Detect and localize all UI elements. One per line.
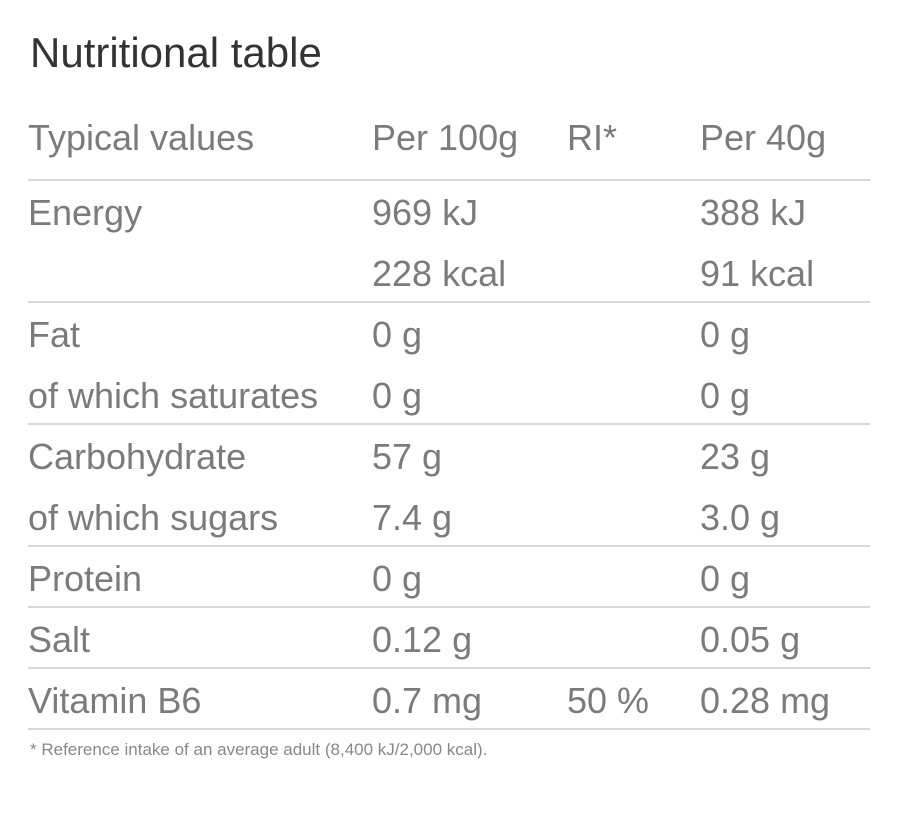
divider	[28, 423, 870, 425]
cell-value: 0.12 g	[372, 618, 473, 660]
row-label: Protein	[28, 557, 143, 599]
cell-value: 969 kJ	[372, 191, 479, 233]
cell-value: Per 40g	[700, 117, 827, 158]
row-label: Salt	[28, 618, 91, 660]
cell-value: 0 g	[700, 313, 751, 355]
cell-value: 0.7 mg	[372, 679, 483, 721]
cell-value: 91 kcal	[700, 252, 815, 294]
cell-value: 3.0 g	[700, 496, 781, 538]
row-label: Vitamin B6	[28, 679, 202, 721]
divider	[28, 728, 870, 730]
cell-value: Per 100g	[372, 117, 519, 158]
row-label: Energy	[28, 191, 143, 233]
cell-value: 0 g	[700, 557, 751, 599]
cell-value: 0 g	[372, 313, 423, 355]
cell-value: 7.4 g	[372, 496, 453, 538]
cell-value: 0 g	[700, 374, 751, 416]
divider	[28, 301, 870, 303]
row-label: of which sugars	[28, 496, 279, 538]
cell-value: 0 g	[372, 374, 423, 416]
cell-value: 23 g	[700, 435, 771, 477]
footnote: * Reference intake of an average adult (…	[30, 740, 488, 759]
cell-value: 388 kJ	[700, 191, 807, 233]
row-label: Carbohydrate	[28, 435, 247, 477]
cell-value: 50 %	[567, 679, 650, 721]
title: Nutritional table	[30, 29, 322, 76]
divider	[28, 606, 870, 608]
cell-value: 57 g	[372, 435, 443, 477]
divider	[28, 179, 870, 181]
cell-value: RI*	[567, 117, 618, 158]
cell-value: 0.28 mg	[700, 679, 831, 721]
divider	[28, 545, 870, 547]
divider	[28, 667, 870, 669]
cell-value: 0.05 g	[700, 618, 801, 660]
row-label: Fat	[28, 313, 81, 355]
row-label: Typical values	[28, 117, 255, 158]
cell-value: 228 kcal	[372, 252, 507, 294]
row-label: of which saturates	[28, 374, 319, 416]
cell-value: 0 g	[372, 557, 423, 599]
